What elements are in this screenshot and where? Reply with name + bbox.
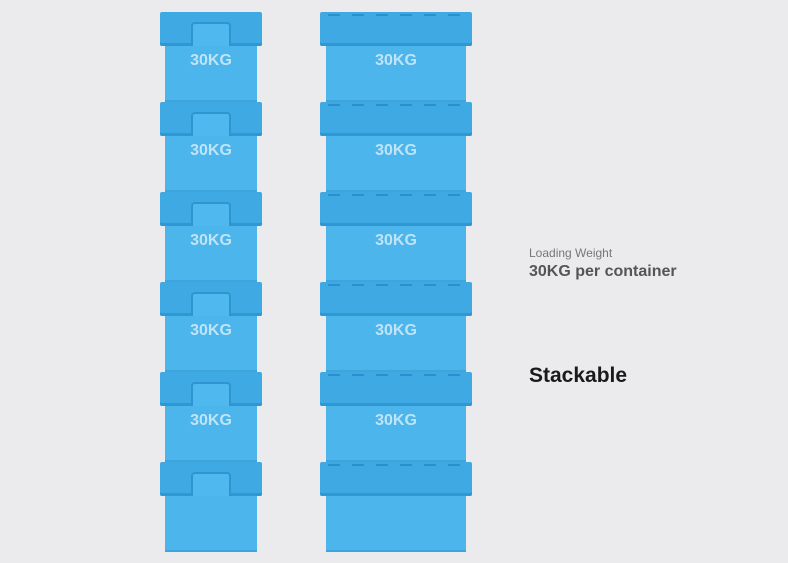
lid-seam xyxy=(328,14,464,16)
lid-seam xyxy=(328,374,464,376)
weight-label: 30KG xyxy=(375,232,417,249)
weight-label: 30KG xyxy=(375,52,417,69)
container-lid xyxy=(160,462,262,496)
handle-icon xyxy=(191,22,231,46)
stackable-heading: Stackable xyxy=(529,364,628,387)
container-lid xyxy=(160,12,262,46)
container-lid xyxy=(160,282,262,316)
container-lid xyxy=(320,462,472,496)
lid-seam xyxy=(328,284,464,286)
container: 30KG xyxy=(320,372,472,462)
container-body xyxy=(165,402,257,462)
container-lid xyxy=(320,372,472,406)
weight-label: 30KG xyxy=(375,412,417,429)
container-lid xyxy=(320,282,472,316)
container: 30KG xyxy=(160,282,262,372)
container-body xyxy=(326,132,466,192)
container: 30KG xyxy=(320,102,472,192)
container-body xyxy=(326,222,466,282)
container-lid xyxy=(160,192,262,226)
weight-label: 30KG xyxy=(190,322,232,339)
container-body xyxy=(326,402,466,462)
left-container-stack: 30KG 30KG 30KG 30KG 30KG xyxy=(160,12,262,552)
container: 30KG xyxy=(320,12,472,102)
container: 30KG xyxy=(160,372,262,462)
lid-seam xyxy=(328,194,464,196)
handle-icon xyxy=(191,292,231,316)
loading-weight-caption: Loading Weight xyxy=(529,246,613,260)
weight-label: 30KG xyxy=(190,412,232,429)
container-lid xyxy=(320,192,472,226)
container-body xyxy=(326,312,466,372)
container-body xyxy=(326,492,466,552)
container-lid xyxy=(320,12,472,46)
container: 30KG xyxy=(320,192,472,282)
container-lid xyxy=(160,102,262,136)
handle-icon xyxy=(191,382,231,406)
handle-icon xyxy=(191,472,231,496)
weight-label: 30KG xyxy=(190,142,232,159)
container-lid xyxy=(160,372,262,406)
container-body xyxy=(165,132,257,192)
handle-icon xyxy=(191,112,231,136)
container-body xyxy=(326,42,466,102)
container-body xyxy=(165,492,257,552)
container-body xyxy=(165,312,257,372)
loading-weight-value: 30KG per container xyxy=(529,263,677,280)
lid-seam xyxy=(328,104,464,106)
container: 30KG xyxy=(160,192,262,282)
container: 30KG xyxy=(320,282,472,372)
container-body xyxy=(165,42,257,102)
weight-label: 30KG xyxy=(190,52,232,69)
container-lid xyxy=(320,102,472,136)
container: 30KG xyxy=(160,102,262,192)
container-body xyxy=(165,222,257,282)
lid-seam xyxy=(328,464,464,466)
handle-icon xyxy=(191,202,231,226)
weight-label: 30KG xyxy=(190,232,232,249)
weight-label: 30KG xyxy=(375,142,417,159)
weight-label: 30KG xyxy=(375,322,417,339)
container: 30KG xyxy=(160,12,262,102)
container xyxy=(160,462,262,552)
container xyxy=(320,462,472,552)
right-container-stack: 30KG 30KG 30KG 30KG 30KG xyxy=(320,12,472,552)
